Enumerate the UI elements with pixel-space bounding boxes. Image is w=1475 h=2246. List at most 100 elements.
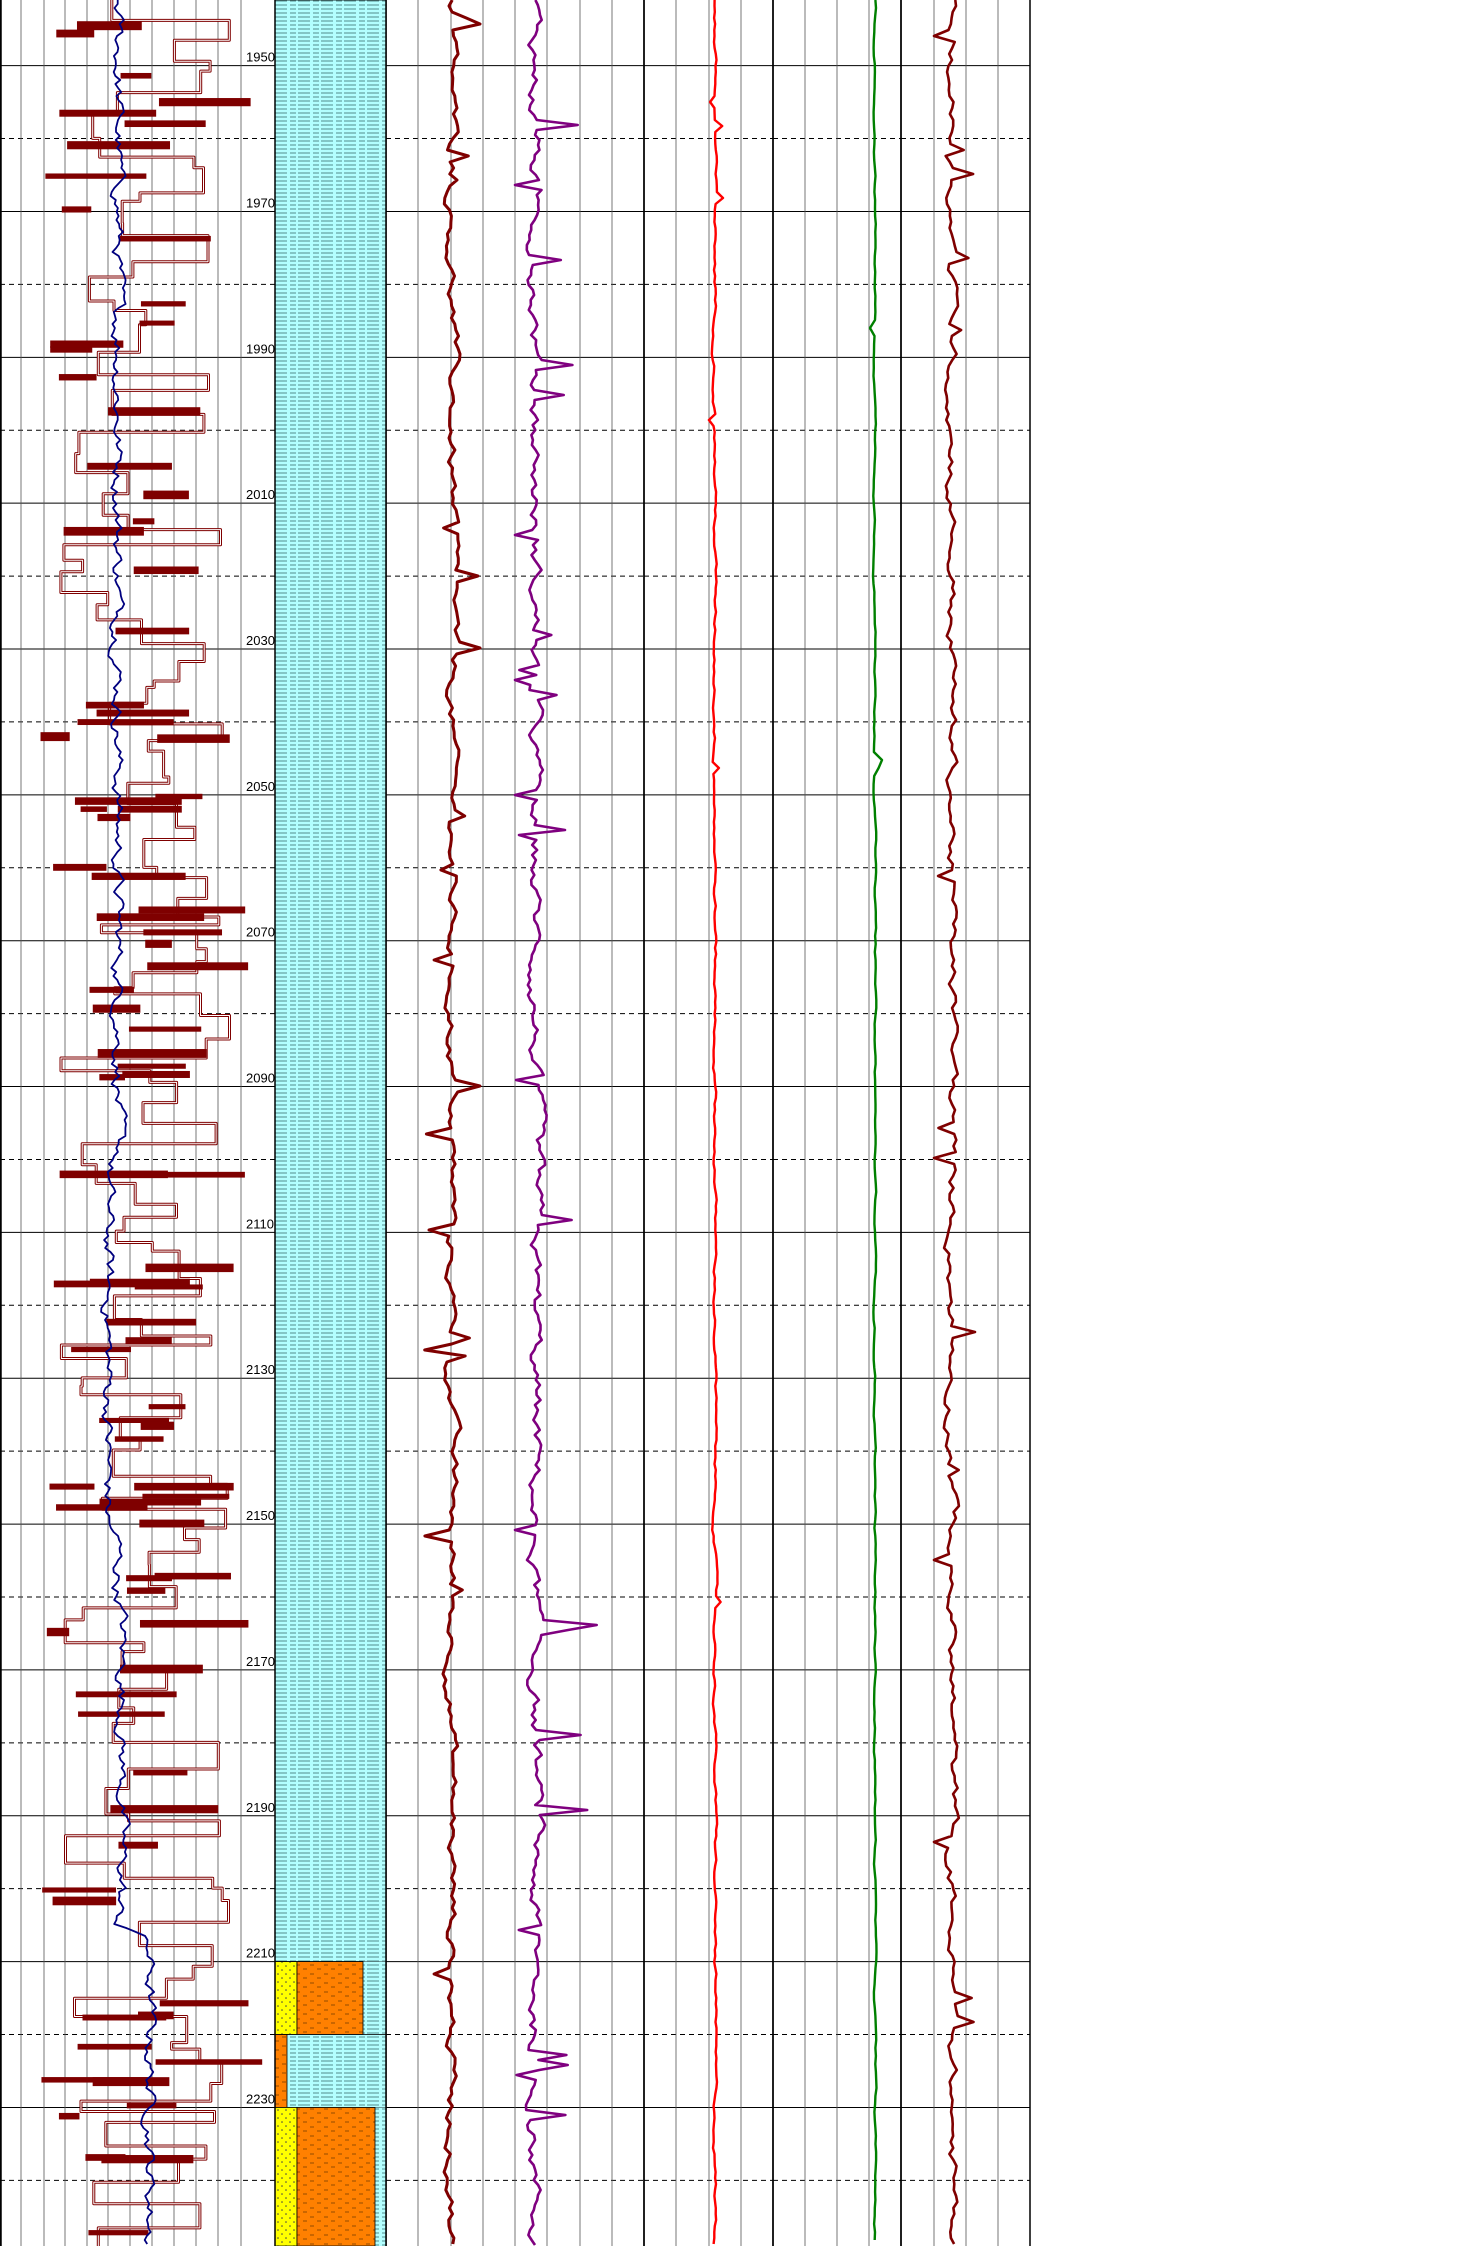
blocky-bar <box>126 1587 166 1594</box>
lithology-column <box>274 0 387 2246</box>
blocky-bar <box>58 2112 80 2120</box>
blocky-bar <box>77 2043 152 2050</box>
blocky-bar <box>71 1346 132 1353</box>
blocky-bar <box>101 2155 194 2164</box>
blocky-bar <box>108 407 201 416</box>
blocky-bar <box>53 863 107 871</box>
blocky-bar <box>42 1887 117 1893</box>
blocky-bar <box>50 340 124 348</box>
blocky-bar <box>122 1070 190 1078</box>
blocky-bar <box>118 1841 158 1849</box>
blocky-bar <box>139 320 175 326</box>
blocky-bar <box>132 518 155 525</box>
blocky-bar <box>145 1263 234 1273</box>
neutron-curve <box>868 0 884 2241</box>
blocky-bar <box>85 701 144 709</box>
blocky-bar <box>41 2077 148 2083</box>
blocky-bar <box>40 732 70 742</box>
blocky-bar <box>143 929 223 936</box>
depth-label: 2110 <box>246 1216 274 1231</box>
blocky-bar <box>45 173 147 179</box>
depth-label: 2210 <box>246 1946 275 1961</box>
blocky-bar <box>117 805 182 813</box>
depth-label: 2090 <box>246 1071 275 1086</box>
blocky-bar <box>133 566 199 575</box>
blocky-bar <box>139 1519 205 1528</box>
gamma-ray-curve <box>100 0 157 2245</box>
blocky-bar <box>143 490 189 500</box>
blocky-bar <box>99 1074 125 1081</box>
blocky-bar <box>59 109 157 117</box>
blocky-bar <box>92 1004 141 1013</box>
blocky-bar <box>138 906 246 914</box>
blocky-bar <box>49 1483 95 1490</box>
blocky-bar <box>52 1896 117 1906</box>
blocky-bar <box>114 1436 164 1442</box>
blocky-bar <box>87 462 172 470</box>
blocky-bar <box>58 374 97 381</box>
depth-label: 2150 <box>246 1508 275 1523</box>
depth-label: 2130 <box>246 1362 275 1377</box>
blocky-bar <box>56 29 95 38</box>
blocky-bar <box>76 21 142 31</box>
blocky-bar <box>91 872 186 880</box>
blocky-bar <box>128 1026 202 1032</box>
blocky-bar <box>117 1063 186 1069</box>
resistivity-curve-shallow <box>513 0 598 2246</box>
blocky-bar <box>77 719 174 726</box>
blocky-bar <box>134 1284 203 1290</box>
blocky-bar <box>97 813 131 822</box>
blocky-bar <box>159 2000 249 2007</box>
blocky-bar <box>145 939 172 948</box>
blocky-bar <box>147 962 249 971</box>
depth-label: 2190 <box>246 1800 275 1815</box>
sonic-curve <box>932 0 977 2245</box>
blocky-bar <box>74 797 182 805</box>
blocky-bar <box>120 72 152 79</box>
blocky-bar <box>89 1278 190 1287</box>
blocky-bar <box>46 1627 70 1637</box>
blocky-bar <box>82 2014 167 2021</box>
blocky-bar <box>140 1421 175 1430</box>
blocky-bar <box>59 1170 168 1179</box>
blocky-bar <box>80 806 107 812</box>
depth-label: 2230 <box>246 2091 275 2106</box>
blocky-bar <box>119 235 211 242</box>
blocky-bar <box>155 793 203 800</box>
blocky-bar <box>119 1664 203 1674</box>
blocky-bar <box>106 1318 197 1326</box>
blocky-bar <box>56 1504 148 1511</box>
depth-label: 1950 <box>246 50 275 65</box>
blocky-bar <box>140 301 186 307</box>
blocky-curve-inner <box>60 0 230 2246</box>
blocky-bar <box>96 709 190 717</box>
blocky-bar <box>152 1171 245 1178</box>
blocky-bar <box>61 206 92 213</box>
blocky-bar <box>157 734 230 743</box>
depth-label: 1990 <box>246 341 275 356</box>
log-curves <box>40 0 977 2246</box>
blocky-bar <box>133 1769 188 1776</box>
depth-label: 2170 <box>246 1654 275 1669</box>
blocky-bar <box>96 913 205 922</box>
blocky-bar <box>126 1575 172 1582</box>
depth-label: 1970 <box>246 195 275 210</box>
blocky-bar <box>142 1493 230 1499</box>
blocky-bar <box>138 2011 174 2020</box>
blocky-bar <box>134 1482 234 1491</box>
lithology-interval <box>274 2107 386 2246</box>
blocky-bar <box>99 1498 202 1506</box>
blocky-bar <box>154 1572 231 1580</box>
blocky-bar <box>158 98 251 107</box>
depth-label: 2070 <box>246 925 275 940</box>
depth-label: 2010 <box>246 487 275 502</box>
blocky-bar <box>155 2059 263 2065</box>
blocky-bar <box>110 1805 219 1814</box>
track-borders <box>0 0 387 2246</box>
blocky-bar <box>63 526 144 536</box>
blocky-bar <box>75 1691 177 1698</box>
blocky-bar <box>89 986 134 993</box>
blocky-bar <box>124 120 206 128</box>
blocky-bar <box>88 2230 149 2236</box>
blocky-bar <box>97 1049 207 1058</box>
